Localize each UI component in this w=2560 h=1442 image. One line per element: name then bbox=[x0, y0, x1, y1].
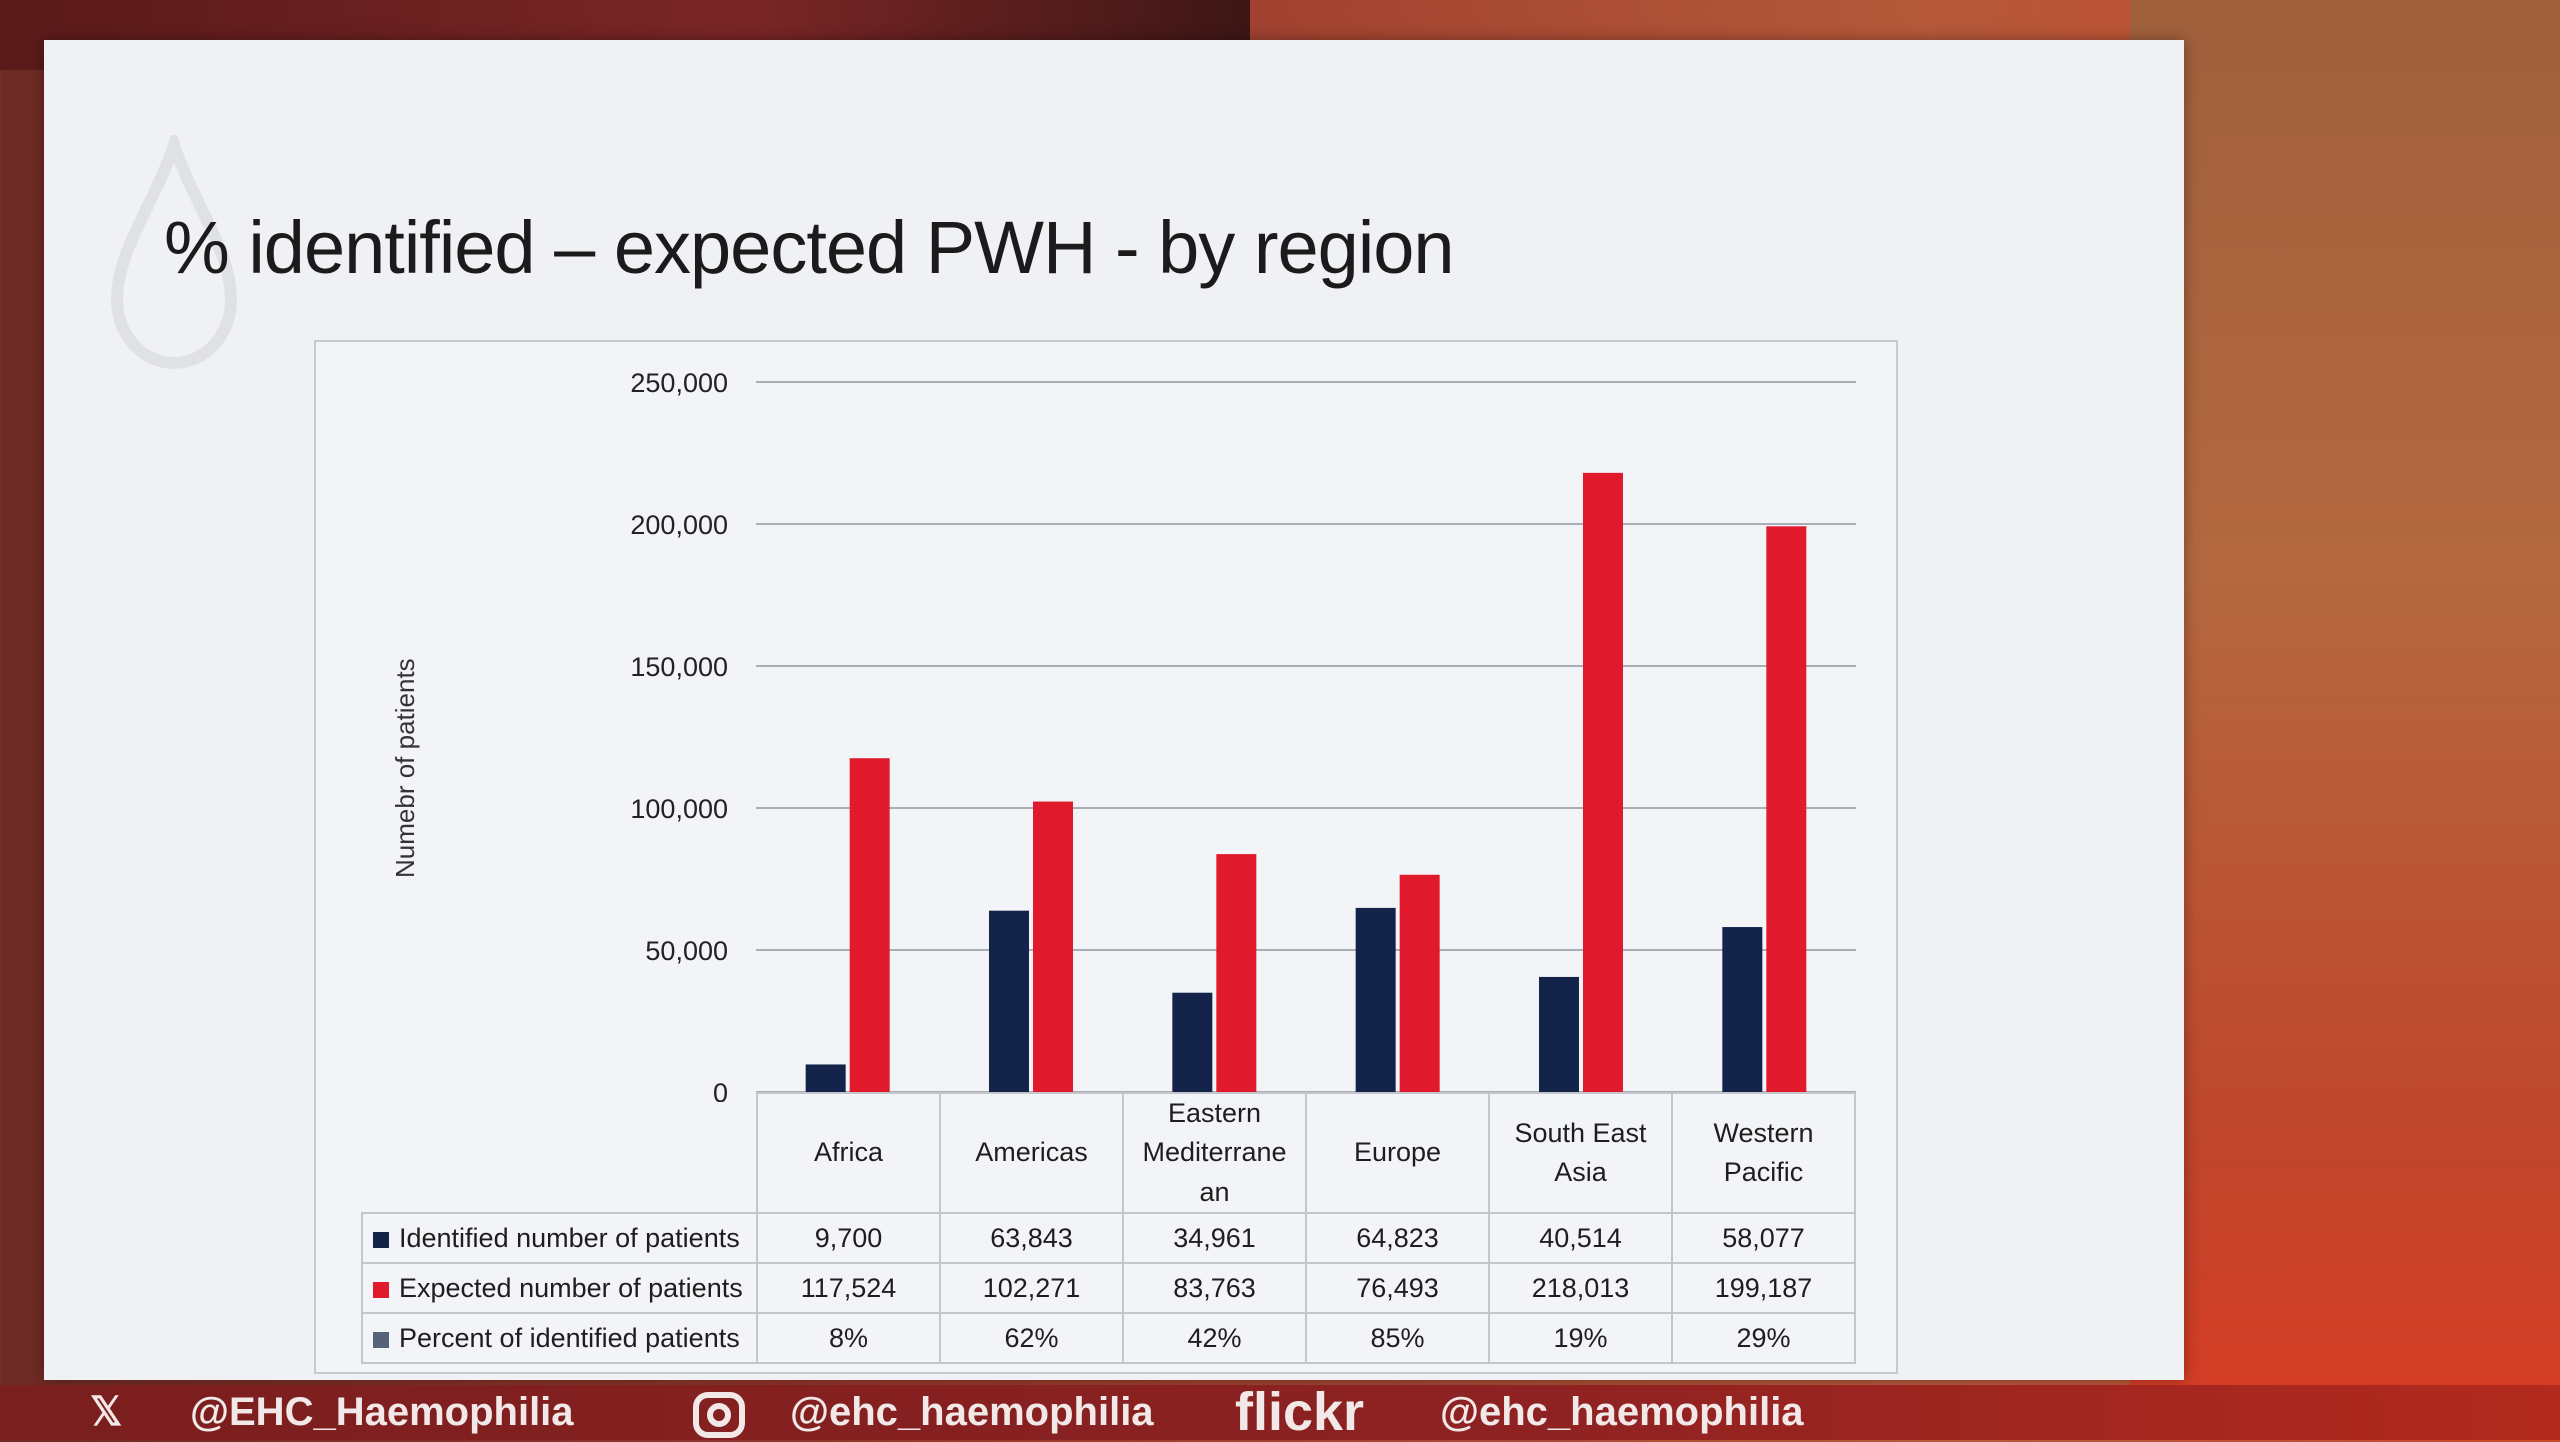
legend-label: Percent of identified patients bbox=[399, 1322, 740, 1353]
legend-label: Identified number of patients bbox=[399, 1222, 740, 1253]
table-cell: 8% bbox=[756, 1312, 941, 1364]
slide-title: % identified – expected PWH - by region bbox=[164, 206, 1455, 289]
data-table: Africa Americas Eastern Mediterrane an E… bbox=[361, 1092, 1856, 1364]
table-cell: 40,514 bbox=[1488, 1212, 1673, 1264]
background-right bbox=[2130, 0, 2560, 1440]
legend-swatch bbox=[373, 1231, 389, 1248]
table-row-percent: Percent of identified patients 8% 62% 42… bbox=[361, 1312, 1856, 1364]
table-cell: 83,763 bbox=[1122, 1262, 1307, 1314]
table-cell: 218,013 bbox=[1488, 1262, 1673, 1314]
bar-identified bbox=[805, 1064, 846, 1092]
table-cell: 199,187 bbox=[1671, 1262, 1856, 1314]
bar-expected bbox=[1216, 854, 1257, 1092]
table-cell: 64,823 bbox=[1305, 1212, 1490, 1264]
table-cell: 9,700 bbox=[756, 1212, 941, 1264]
table-cell: 42% bbox=[1122, 1312, 1307, 1364]
category-label: South East Asia bbox=[1488, 1092, 1673, 1214]
bar-identified bbox=[1722, 927, 1763, 1092]
y-tick-label: 0 bbox=[713, 1078, 728, 1102]
table-row-expected: Expected number of patients 117,524 102,… bbox=[361, 1262, 1856, 1314]
y-tick-label: 150,000 bbox=[630, 652, 728, 682]
y-tick-label: 250,000 bbox=[630, 368, 728, 398]
legend-swatch bbox=[373, 1281, 389, 1298]
bar-identified bbox=[989, 910, 1029, 1092]
flickr-logo[interactable]: flickr bbox=[1235, 1382, 1365, 1442]
social-footer: 𝕏 @EHC_Haemophilia @ehc_haemophilia flic… bbox=[0, 1385, 2560, 1440]
bar-expected bbox=[1033, 801, 1073, 1092]
x-handle[interactable]: @EHC_Haemophilia bbox=[190, 1390, 574, 1434]
category-row: Africa Americas Eastern Mediterrane an E… bbox=[362, 1092, 1856, 1214]
bar-plot: 250,000 200,000 150,000 100,000 50,000 0 bbox=[630, 368, 1856, 1102]
legend-label: Expected number of patients bbox=[399, 1272, 743, 1303]
table-cell: 34,961 bbox=[1122, 1212, 1307, 1264]
table-cell: 62% bbox=[939, 1312, 1124, 1364]
instagram-icon[interactable] bbox=[690, 1391, 752, 1439]
legend-entry-percent: Percent of identified patients bbox=[361, 1312, 758, 1364]
bar-expected bbox=[1583, 472, 1623, 1092]
y-tick-label: 50,000 bbox=[645, 936, 728, 966]
x-logo-icon[interactable]: 𝕏 bbox=[90, 1390, 123, 1434]
category-label: Eastern Mediterrane an bbox=[1122, 1092, 1307, 1214]
legend-swatch bbox=[373, 1331, 389, 1348]
chart-frame: Numebr of patients 250,000 200,000 150,000… bbox=[314, 340, 1898, 1374]
bar-identified bbox=[1172, 992, 1213, 1092]
category-label: Americas bbox=[939, 1092, 1124, 1214]
table-cell: 29% bbox=[1671, 1312, 1856, 1364]
table-cell: 102,271 bbox=[939, 1262, 1124, 1314]
presentation-slide: % identified – expected PWH - by region … bbox=[44, 40, 2184, 1380]
table-corner bbox=[362, 1093, 757, 1213]
category-label: Africa bbox=[756, 1092, 941, 1214]
legend-entry-expected: Expected number of patients bbox=[361, 1262, 758, 1314]
table-cell: 117,524 bbox=[756, 1262, 941, 1314]
instagram-handle[interactable]: @ehc_haemophilia bbox=[790, 1390, 1154, 1434]
bar-identified bbox=[1539, 976, 1579, 1092]
blood-drop-icon bbox=[110, 135, 238, 370]
bar-expected bbox=[849, 758, 890, 1092]
bar-expected bbox=[1399, 874, 1440, 1092]
bar-expected bbox=[1766, 526, 1807, 1092]
category-label: Europe bbox=[1305, 1092, 1490, 1214]
table-cell: 19% bbox=[1488, 1312, 1673, 1364]
table-cell: 76,493 bbox=[1305, 1262, 1490, 1314]
legend-entry-identified: Identified number of patients bbox=[361, 1212, 758, 1264]
flickr-handle[interactable]: @ehc_haemophilia bbox=[1440, 1390, 1804, 1434]
bar-identified bbox=[1355, 907, 1396, 1092]
table-cell: 85% bbox=[1305, 1312, 1490, 1364]
table-cell: 58,077 bbox=[1671, 1212, 1856, 1264]
category-label: Western Pacific bbox=[1671, 1092, 1856, 1214]
y-tick-label: 100,000 bbox=[630, 794, 728, 824]
table-row-identified: Identified number of patients 9,700 63,8… bbox=[361, 1212, 1856, 1264]
y-tick-label: 200,000 bbox=[630, 510, 728, 540]
table-cell: 63,843 bbox=[939, 1212, 1124, 1264]
